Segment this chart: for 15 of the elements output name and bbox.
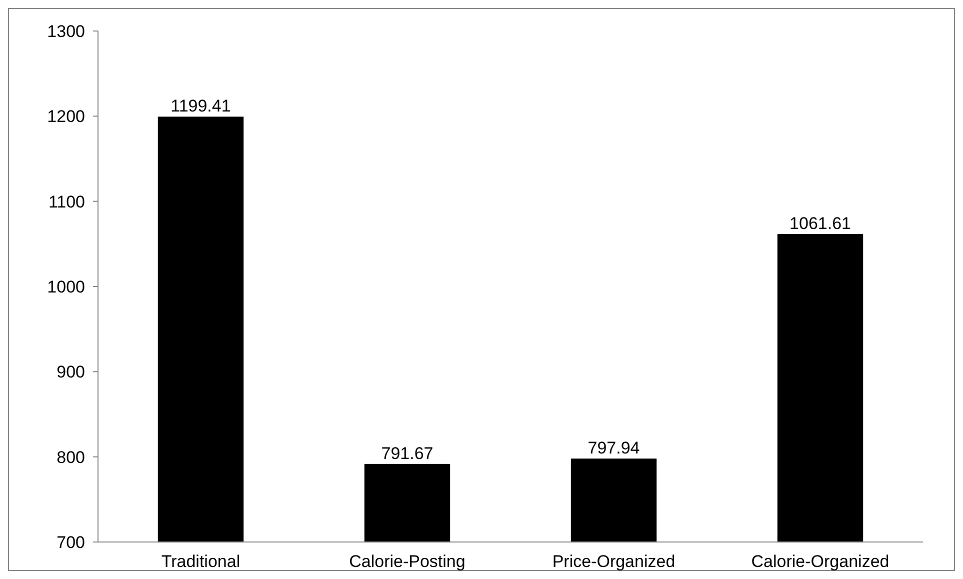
data-label: 1199.41: [170, 96, 231, 116]
y-tick-label: 1200: [47, 107, 85, 126]
y-tick-label: 1300: [47, 22, 85, 41]
x-tick-label: Calorie-Organized: [751, 552, 890, 571]
y-tick-label: 1000: [47, 277, 85, 296]
x-tick-label: Traditional: [161, 552, 240, 571]
y-tick-label: 700: [56, 532, 85, 552]
x-tick-label: Calorie-Posting: [349, 552, 466, 571]
y-tick-label: 800: [56, 448, 85, 467]
data-label: 1061.61: [790, 214, 851, 234]
data-label: 797.94: [588, 438, 640, 458]
y-tick-label: 1100: [48, 192, 85, 212]
y-tick-label: 900: [56, 362, 85, 382]
x-tick-label: Price-Organized: [552, 552, 676, 571]
data-label: 791.67: [381, 444, 434, 463]
